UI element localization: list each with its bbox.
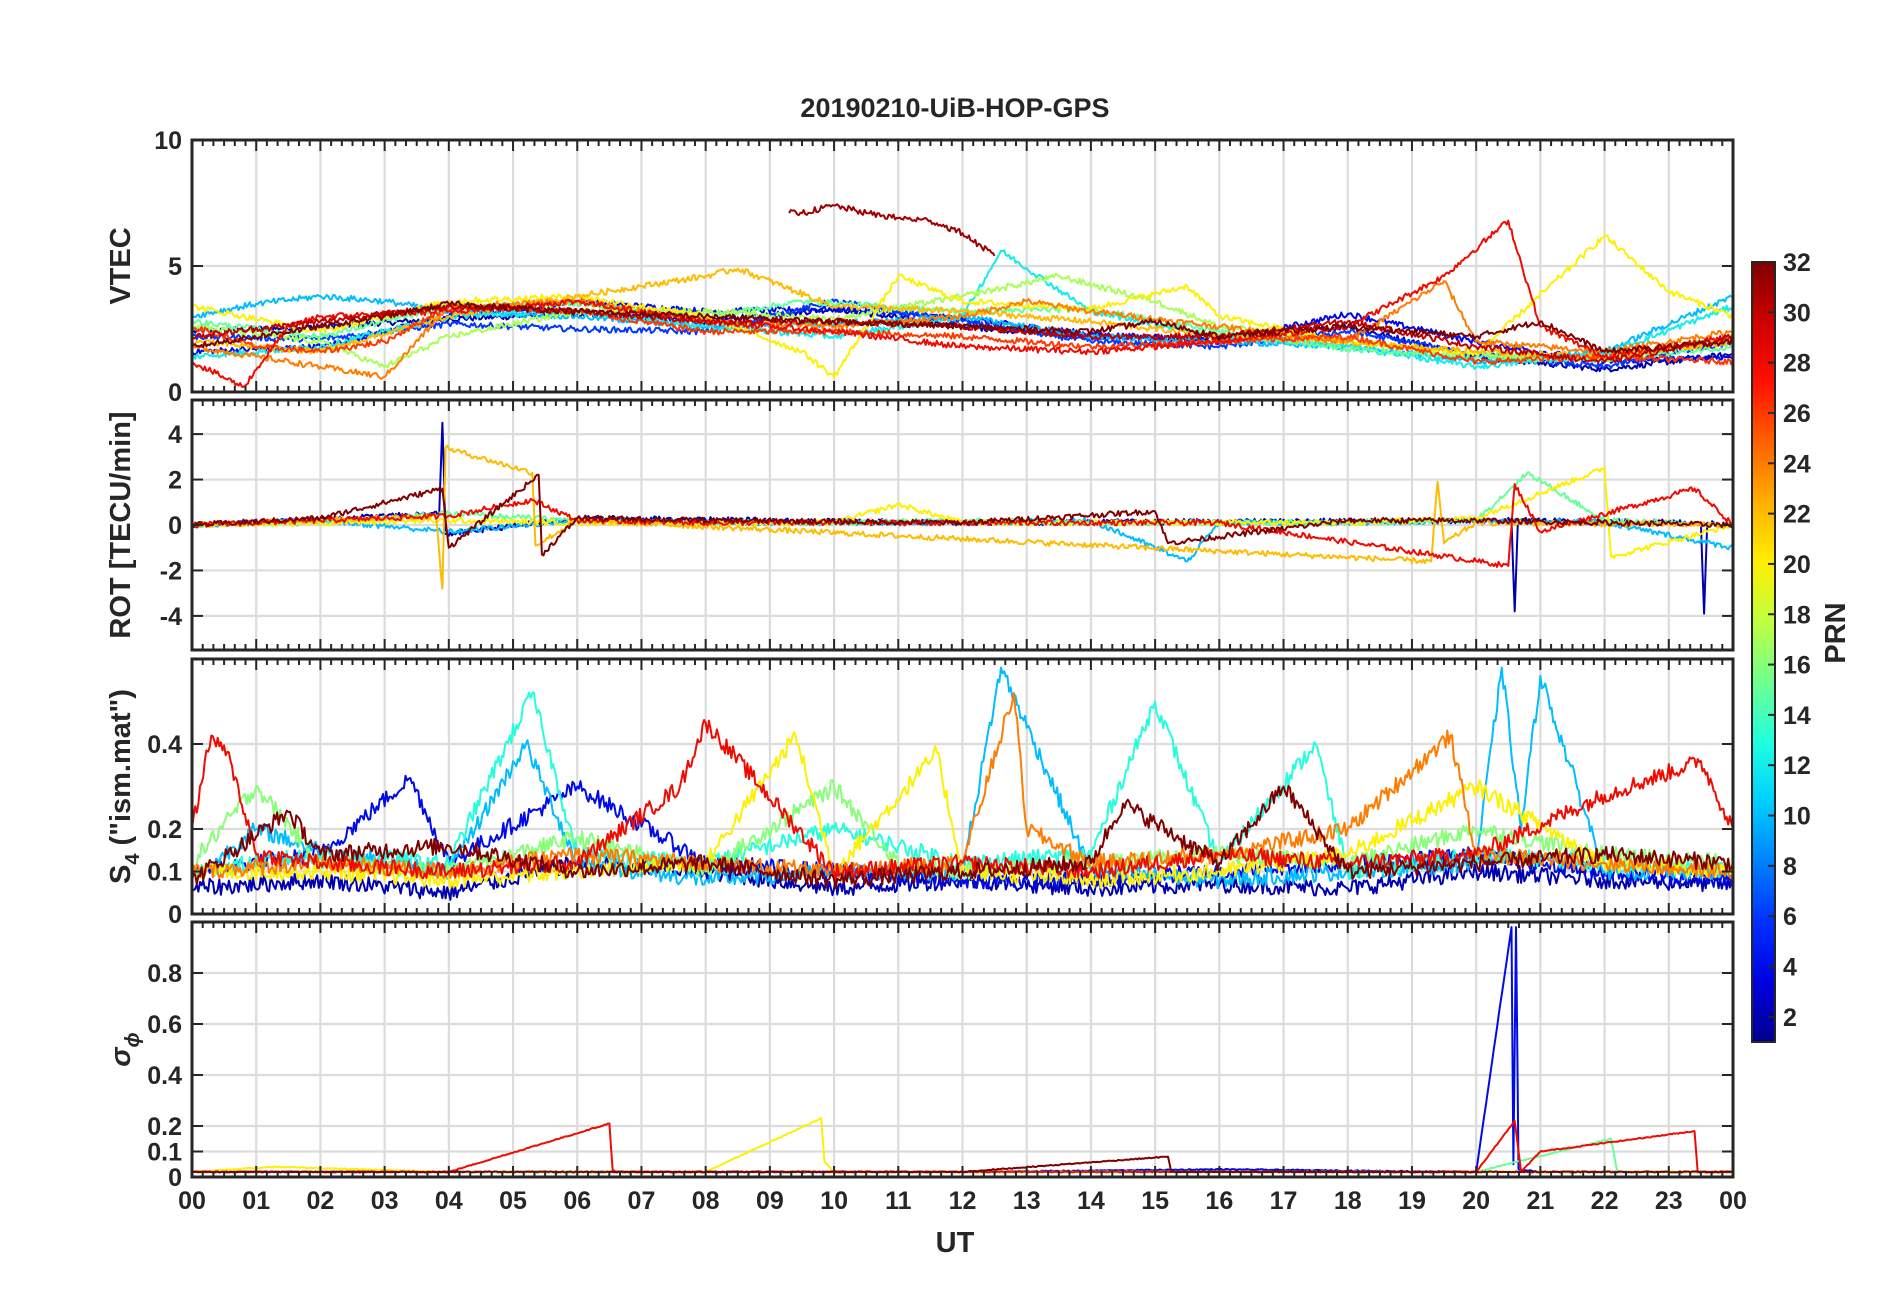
series-prn-28: [192, 219, 1733, 388]
colorbar-tick-label: 16: [1783, 652, 1811, 680]
colorbar-tick-label: 24: [1783, 450, 1811, 478]
panel-sigma_phi-y-label: σϕ: [105, 1032, 144, 1066]
y-tick-label: 0: [168, 901, 182, 929]
colorbar-tick-label: 30: [1783, 299, 1811, 327]
x-tick-label: 04: [435, 1187, 463, 1215]
y-tick-label: 10: [154, 127, 182, 155]
panel-rot-grid: [192, 400, 1733, 650]
x-tick-label: 00: [1719, 1187, 1747, 1215]
y-tick-label: 0.2: [147, 1113, 182, 1141]
x-tick-label: 03: [371, 1187, 399, 1215]
panel-vtec-y-label: VTEC: [105, 227, 137, 304]
y-tick-label: 2: [168, 467, 182, 495]
colorbar-label: PRN: [1820, 602, 1852, 663]
colorbar-tick-label: 28: [1783, 350, 1811, 378]
panel-s4-y-label: S4 ("ism.mat"): [105, 689, 144, 884]
colorbar-tick-label: 12: [1783, 752, 1811, 780]
panel-rot-y-label: ROT [TECU/min]: [105, 411, 137, 638]
y-tick-label: 4: [168, 421, 182, 449]
x-tick-label: 18: [1334, 1187, 1362, 1215]
x-tick-label: 11: [885, 1187, 912, 1215]
y-tick-label: 5: [168, 253, 182, 281]
series-prn-31: [788, 203, 996, 257]
x-tick-label: 06: [563, 1187, 591, 1215]
x-tick-label: 23: [1655, 1187, 1683, 1215]
y-tick-label: 0.6: [147, 1011, 182, 1039]
y-label-sub: 4: [122, 853, 144, 865]
y-tick-label: 0: [168, 512, 182, 540]
x-tick-label: 12: [949, 1187, 977, 1215]
x-tick-label: 16: [1205, 1187, 1233, 1215]
panel-rot-x-ticks: [191, 400, 1734, 650]
series-prn-32: [192, 300, 1733, 355]
y-tick-label: -2: [160, 557, 182, 585]
y-tick-label: 0.2: [147, 816, 182, 844]
panel-sigma_phi-x-ticks: [191, 922, 1734, 1178]
x-tick-label: 19: [1398, 1187, 1426, 1215]
y-tick-label: 0.1: [147, 859, 182, 887]
y-label-main: S: [105, 865, 137, 884]
figure-title: 20190210-UiB-HOP-GPS: [800, 93, 1109, 123]
panel-s4-series: [192, 666, 1733, 901]
series-prn-32: [192, 473, 1733, 557]
colorbar-tick-label: 22: [1783, 501, 1811, 529]
x-tick-label: 09: [756, 1187, 784, 1215]
x-tick-label: 02: [307, 1187, 335, 1215]
colorbar-tick-label: 4: [1783, 954, 1797, 982]
series-prn-32: [192, 784, 1733, 889]
colorbar-tick-label: 6: [1783, 903, 1797, 931]
y-label-sub: ϕ: [122, 1032, 144, 1047]
x-tick-label: 22: [1591, 1187, 1619, 1215]
colorbar-tick-label: 20: [1783, 551, 1811, 579]
y-tick-label: 0: [168, 379, 182, 407]
y-label-main: σ: [105, 1046, 137, 1067]
y-tick-label: 0.1: [147, 1139, 182, 1167]
x-tick-label: 00: [178, 1187, 206, 1215]
y-label-rest: ("ism.mat"): [105, 689, 137, 853]
x-tick-label: 13: [1013, 1187, 1041, 1215]
panel-s4: 00.10.20.4S4 ("ism.mat"): [105, 657, 1735, 929]
panel-vtec-x-ticks: [191, 139, 1734, 393]
x-tick-label: 08: [692, 1187, 720, 1215]
x-tick-label: 20: [1462, 1187, 1490, 1215]
colorbar-tick-label: 2: [1783, 1004, 1797, 1032]
series-prn-20: [192, 234, 1733, 378]
x-tick-label: 21: [1526, 1187, 1554, 1215]
y-tick-label: 0.4: [147, 1062, 182, 1090]
x-tick-label: 01: [242, 1187, 270, 1215]
x-tick-label: 05: [499, 1187, 527, 1215]
y-tick-label: -4: [160, 603, 182, 631]
colorbar-gradient: [1751, 261, 1776, 1043]
series-prn-28: [192, 719, 1733, 881]
x-tick-label: 10: [820, 1187, 848, 1215]
panel-vtec-series: [192, 203, 1733, 388]
colorbar-tick-label: 18: [1783, 601, 1811, 629]
x-tick-label: 14: [1077, 1187, 1105, 1215]
x-axis-label: UT: [936, 1227, 975, 1259]
series-prn-22: [192, 444, 1733, 590]
panel-s4-x-ticks: [191, 659, 1734, 915]
colorbar-tick-label: 26: [1783, 400, 1811, 428]
colorbar-tick-label: 32: [1783, 249, 1811, 277]
y-tick-label: 0.8: [147, 960, 182, 988]
panel-sigma_phi-grid: [192, 922, 1733, 1177]
y-tick-label: 0.4: [147, 731, 182, 759]
y-tick-label: 0: [168, 1164, 182, 1192]
colorbar-tick-label: 10: [1783, 803, 1811, 831]
panel-rot: -4 -2 0 2 4 ROT [TECU/min]: [105, 398, 1735, 652]
x-tick-label: 07: [628, 1187, 656, 1215]
panel-vtec: 0 5 10 VTEC: [105, 127, 1735, 407]
series-prn-22: [192, 267, 1733, 361]
colorbar-tick-label: 14: [1783, 702, 1811, 730]
colorbar-tick-label: 8: [1783, 853, 1797, 881]
x-tick-label: 17: [1270, 1187, 1298, 1215]
panel-sigma_phi: 00.10.2 0.4 0.6 0.8 σϕ 00 01 02 03 04 05 06 07 08 09 10…: [105, 920, 1747, 1215]
panel-rot-series: [192, 421, 1733, 615]
x-tick-label: 15: [1141, 1187, 1169, 1215]
